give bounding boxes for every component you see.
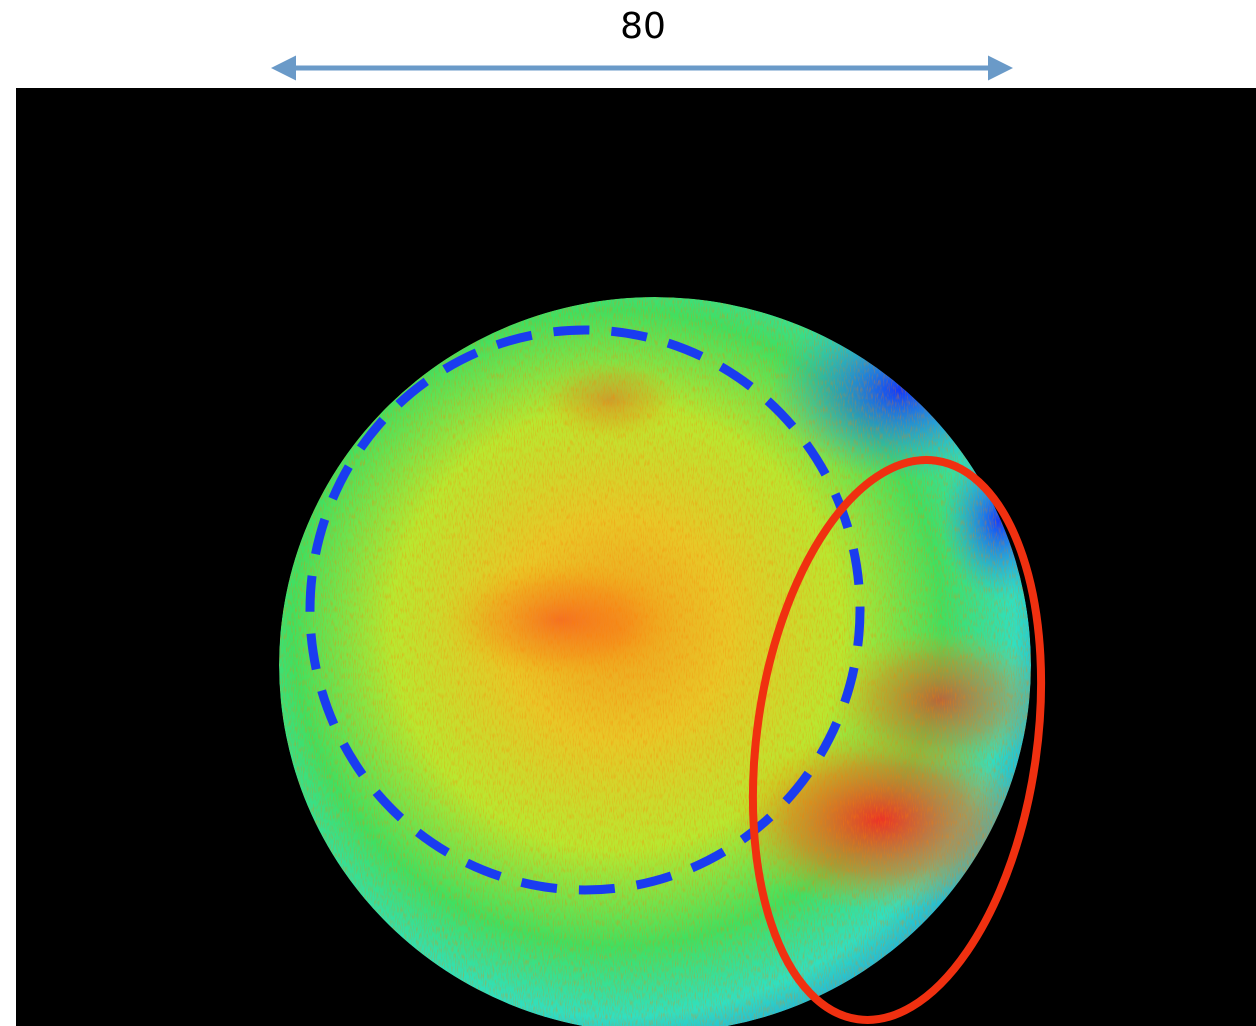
dimension-label: 80 bbox=[620, 6, 666, 47]
figure: 80 bbox=[0, 0, 1256, 1026]
